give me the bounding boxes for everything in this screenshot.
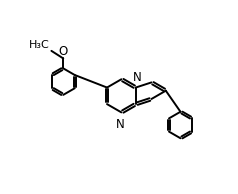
Text: H₃C: H₃C [29, 40, 50, 50]
Text: N: N [133, 71, 141, 84]
Text: O: O [59, 45, 68, 58]
Text: N: N [116, 118, 124, 131]
